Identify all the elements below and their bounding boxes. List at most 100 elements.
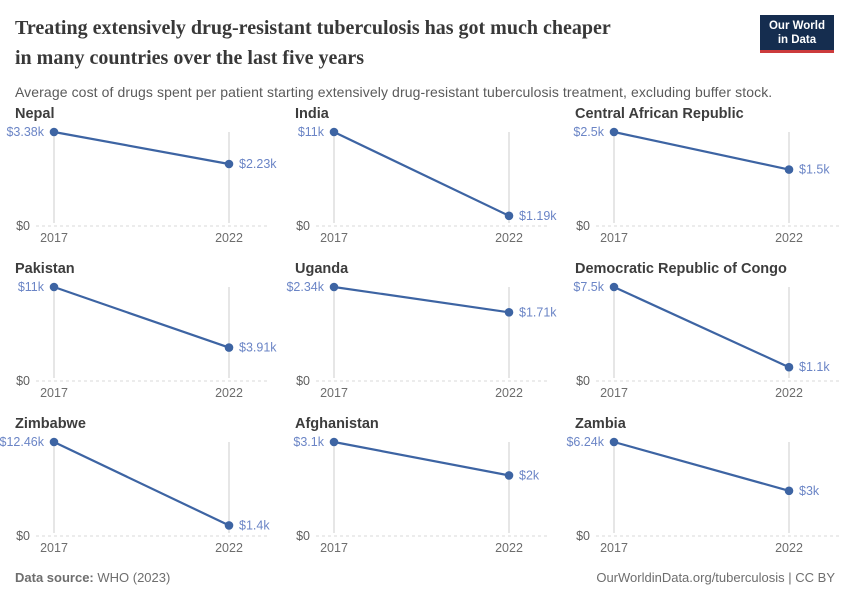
facet-title: Uganda [295,261,349,277]
zero-axis-label: $0 [296,529,310,543]
x-tick-2017: 2017 [320,541,348,555]
value-label-2022: $1.4k [239,518,270,532]
data-point-2022[interactable] [504,211,514,221]
value-label-2017: $2.34k [286,280,324,294]
facet-india: India $0 2017 2022 $11k $1.19k [280,100,560,255]
data-source-value: WHO (2023) [93,570,171,585]
x-tick-2022: 2022 [215,541,243,555]
value-label-2017: $6.24k [566,435,604,449]
x-tick-2022: 2022 [215,231,243,245]
facet-afghanistan: Afghanistan $0 2017 2022 $3.1k $2k [280,410,560,565]
data-point-2017[interactable] [609,437,619,447]
x-tick-2017: 2017 [40,231,68,245]
value-label-2022: $1.1k [799,360,830,374]
zero-axis-label: $0 [16,374,30,388]
data-point-2017[interactable] [49,437,59,447]
value-label-2022: $3.91k [239,341,277,355]
data-source-label: Data source: [15,570,94,585]
value-label-2017: $2.5k [573,125,604,139]
facet-democratic-republic-of-congo: Democratic Republic of Congo $0 2017 2022 $7… [560,255,850,410]
facet-title: Nepal [15,106,55,122]
x-tick-2022: 2022 [215,386,243,400]
value-label-2017: $11k [18,280,45,294]
facet-pakistan: Pakistan $0 2017 2022 $11k $3.91k [0,255,280,410]
value-label-2017: $12.46k [0,435,45,449]
facet-plot: $0 2017 2022 $7.5k $1.1k [573,280,840,400]
credit-link[interactable]: OurWorldinData.org/tuberculosis | CC BY [596,570,835,585]
trend-line [53,441,230,527]
value-label-2022: $2k [519,468,540,482]
facet-plot: $0 2017 2022 $12.46k $1.4k [0,435,270,555]
data-point-2022[interactable] [224,521,234,530]
facet-plot: $0 2017 2022 $2.5k $1.5k [573,125,840,245]
page-title: Treating extensively drug-resistant tube… [15,13,835,73]
page-subtitle: Average cost of drugs spent per patient … [15,84,773,100]
data-point-2022[interactable] [784,362,794,372]
owid-logo[interactable]: Our World in Data [759,15,834,53]
zero-axis-label: $0 [16,219,30,233]
facet-title: Pakistan [15,261,75,277]
zero-axis-label: $0 [296,374,310,388]
facet-plot: $0 2017 2022 $3.38k $2.23k [6,125,277,245]
zero-axis-label: $0 [16,529,30,543]
x-tick-2022: 2022 [775,541,803,555]
data-point-2017[interactable] [49,127,59,137]
page-title-line2: in many countries over the last five yea… [15,47,365,69]
value-label-2022: $1.5k [799,163,830,177]
facet-plot: $0 2017 2022 $6.24k $3k [566,435,840,555]
facet-plot: $0 2017 2022 $11k $1.19k [296,125,557,245]
facet-title: Democratic Republic of Congo [575,261,787,277]
facet-title: Zambia [575,416,626,432]
value-label-2017: $3.38k [6,125,44,139]
trend-line [333,440,510,477]
data-point-2022[interactable] [784,486,794,496]
x-tick-2017: 2017 [320,386,348,400]
x-tick-2022: 2022 [775,231,803,245]
data-point-2017[interactable] [329,127,339,137]
facet-title: Afghanistan [295,416,379,432]
x-tick-2017: 2017 [320,231,348,245]
zero-axis-label: $0 [296,219,310,233]
value-label-2022: $1.19k [519,209,557,223]
facet-zimbabwe: Zimbabwe $0 2017 2022 $12.46k $1.4k [0,410,280,565]
data-point-2022[interactable] [224,343,234,352]
data-point-2017[interactable] [329,282,339,292]
trend-line [613,286,790,369]
facet-zambia: Zambia $0 2017 2022 $6.24k $3k [560,410,850,565]
value-label-2022: $2.23k [239,157,277,171]
facet-nepal: Nepal $0 2017 2022 $3.38k $2.23k [0,100,280,255]
x-tick-2017: 2017 [600,231,628,245]
x-tick-2017: 2017 [40,541,68,555]
zero-axis-label: $0 [576,374,590,388]
value-label-2017: $7.5k [573,280,604,294]
chart-footer: Data source: WHO (2023) OurWorldinData.o… [0,570,850,585]
facet-plot: $0 2017 2022 $11k $3.91k [16,280,277,400]
facet-plot: $0 2017 2022 $2.34k $1.71k [286,280,557,400]
facet-uganda: Uganda $0 2017 2022 $2.34k $1.71k [280,255,560,410]
data-point-2017[interactable] [609,127,619,137]
trend-line [333,131,510,217]
x-tick-2017: 2017 [600,541,628,555]
value-label-2022: $3k [799,484,820,498]
trend-line [613,440,790,492]
x-tick-2022: 2022 [775,386,803,400]
data-point-2022[interactable] [504,471,514,480]
facets-grid: Nepal $0 2017 2022 $3.38k $2.23k India $0 2017 20… [0,100,850,565]
owid-logo-line2: in Data [777,34,817,46]
x-tick-2022: 2022 [495,386,523,400]
data-point-2022[interactable] [784,165,794,174]
data-point-2022[interactable] [504,308,514,317]
data-point-2017[interactable] [329,437,339,447]
page-title-line1: Treating extensively drug-resistant tube… [15,17,611,39]
chart-header: Treating extensively drug-resistant tube… [0,0,850,100]
data-point-2017[interactable] [609,282,619,292]
owid-logo-line1: Our World [768,20,825,32]
x-tick-2017: 2017 [40,386,68,400]
zero-axis-label: $0 [576,529,590,543]
data-point-2022[interactable] [224,159,234,169]
data-point-2017[interactable] [49,282,59,292]
trend-line [333,285,510,314]
zero-axis-label: $0 [576,219,590,233]
value-label-2022: $1.71k [519,305,557,319]
